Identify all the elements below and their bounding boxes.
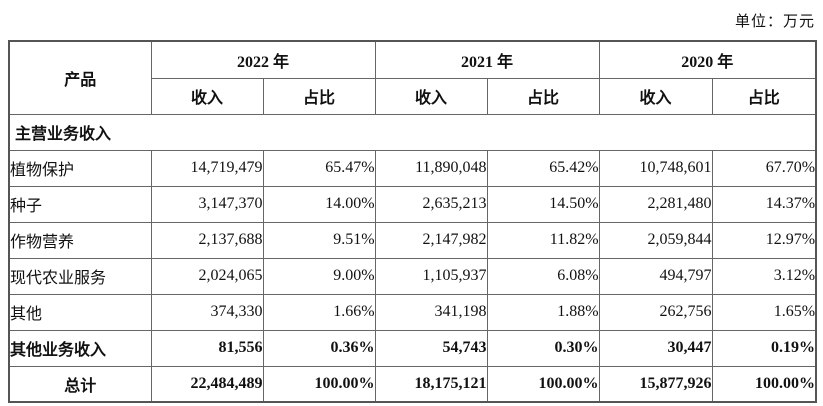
cell-share-2020: 67.70% — [711, 149, 817, 187]
cell-revenue-2020: 494,797 — [598, 257, 713, 295]
cell-share-2020: 12.97% — [711, 221, 817, 259]
header-share-2021: 占比 — [486, 77, 600, 115]
cell-revenue-2022: 22,484,489 — [150, 365, 264, 403]
cell-share-2021: 100.00% — [486, 365, 600, 403]
table-row: 作物营养 2,137,688 9.51% 2,147,982 11.82% 2,… — [8, 221, 817, 259]
header-year-2022: 2022 年 — [150, 40, 376, 79]
cell-revenue-2021: 2,147,982 — [374, 221, 488, 259]
cell-revenue-2020: 2,059,844 — [598, 221, 713, 259]
cell-share-2020: 3.12% — [711, 257, 817, 295]
cell-share-2020: 100.00% — [711, 365, 817, 403]
cell-revenue-2020: 30,447 — [598, 329, 713, 367]
cell-share-2022: 14.00% — [262, 185, 376, 223]
cell-revenue-2022: 3,147,370 — [150, 185, 264, 223]
table-body: 主营业务收入 植物保护 14,719,479 65.47% 11,890,048… — [8, 113, 817, 403]
cell-share-2020: 0.19% — [711, 329, 817, 367]
cell-revenue-2021: 18,175,121 — [374, 365, 488, 403]
cell-revenue-2020: 262,756 — [598, 293, 713, 331]
cell-revenue-2021: 341,198 — [374, 293, 488, 331]
table-row: 植物保护 14,719,479 65.47% 11,890,048 65.42%… — [8, 149, 817, 187]
cell-revenue-2022: 2,137,688 — [150, 221, 264, 259]
table-row: 其他 374,330 1.66% 341,198 1.88% 262,756 1… — [8, 293, 817, 331]
row-label: 现代农业服务 — [8, 257, 152, 295]
cell-share-2022: 100.00% — [262, 365, 376, 403]
cell-share-2022: 0.36% — [262, 329, 376, 367]
cell-share-2022: 1.66% — [262, 293, 376, 331]
cell-share-2021: 65.42% — [486, 149, 600, 187]
header-share-2020: 占比 — [711, 77, 817, 115]
cell-share-2021: 0.30% — [486, 329, 600, 367]
cell-revenue-2022: 374,330 — [150, 293, 264, 331]
cell-revenue-2021: 11,890,048 — [374, 149, 488, 187]
unit-label: 单位：万元 — [734, 14, 815, 30]
cell-share-2021: 14.50% — [486, 185, 600, 223]
cell-share-2021: 6.08% — [486, 257, 600, 295]
table-header: 产品 2022 年 2021 年 2020 年 收入 占比 收入 占比 收入 占… — [8, 40, 817, 115]
table-row: 种子 3,147,370 14.00% 2,635,213 14.50% 2,2… — [8, 185, 817, 223]
header-product: 产品 — [8, 40, 152, 115]
cell-revenue-2020: 2,281,480 — [598, 185, 713, 223]
cell-revenue-2020: 15,877,926 — [598, 365, 713, 403]
section-header-label: 主营业务收入 — [8, 113, 817, 151]
cell-revenue-2022: 14,719,479 — [150, 149, 264, 187]
cell-revenue-2022: 2,024,065 — [150, 257, 264, 295]
header-revenue-2021: 收入 — [374, 77, 488, 115]
row-label: 总计 — [8, 365, 152, 403]
header-year-2020: 2020 年 — [598, 40, 817, 79]
row-total: 总计 22,484,489 100.00% 18,175,121 100.00%… — [8, 365, 817, 403]
row-label: 作物营养 — [8, 221, 152, 259]
cell-share-2022: 9.51% — [262, 221, 376, 259]
header-share-2022: 占比 — [262, 77, 376, 115]
header-row-subcolumns: 收入 占比 收入 占比 收入 占比 — [9, 77, 817, 115]
cell-revenue-2021: 1,105,937 — [374, 257, 488, 295]
cell-share-2022: 9.00% — [262, 257, 376, 295]
row-label: 其他 — [8, 293, 152, 331]
header-revenue-2022: 收入 — [150, 77, 264, 115]
section-row-main-business: 主营业务收入 — [8, 113, 817, 151]
cell-share-2022: 65.47% — [262, 149, 376, 187]
row-label: 种子 — [8, 185, 152, 223]
row-label: 植物保护 — [8, 149, 152, 187]
row-label: 其他业务收入 — [8, 329, 152, 367]
header-year-2021: 2021 年 — [374, 40, 600, 79]
cell-share-2020: 14.37% — [711, 185, 817, 223]
cell-share-2021: 11.82% — [486, 221, 600, 259]
revenue-table: 产品 2022 年 2021 年 2020 年 收入 占比 收入 占比 收入 占… — [8, 40, 818, 403]
cell-revenue-2021: 2,635,213 — [374, 185, 488, 223]
cell-share-2021: 1.88% — [486, 293, 600, 331]
header-row-years: 产品 2022 年 2021 年 2020 年 — [8, 40, 817, 115]
cell-share-2020: 1.65% — [711, 293, 817, 331]
header-revenue-2020: 收入 — [598, 77, 713, 115]
cell-revenue-2022: 81,556 — [150, 329, 264, 367]
row-other-business-income: 其他业务收入 81,556 0.36% 54,743 0.30% 30,447 … — [8, 329, 817, 367]
cell-revenue-2021: 54,743 — [374, 329, 488, 367]
table-row: 现代农业服务 2,024,065 9.00% 1,105,937 6.08% 4… — [8, 257, 817, 295]
cell-revenue-2020: 10,748,601 — [598, 149, 713, 187]
